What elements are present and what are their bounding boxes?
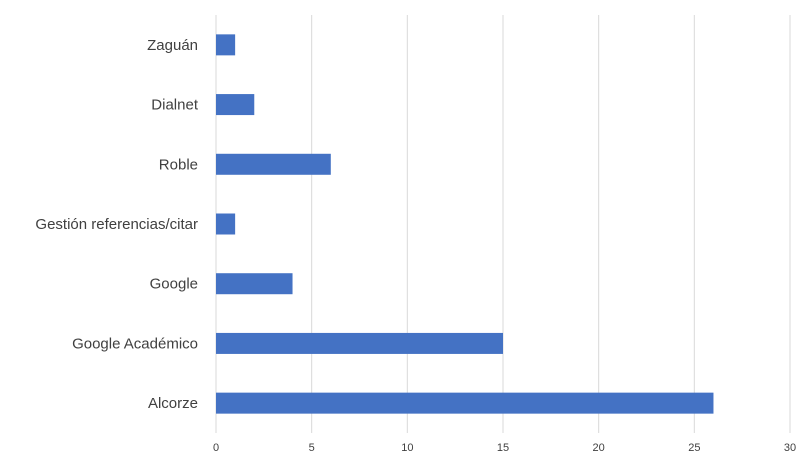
gridlines bbox=[215, 15, 791, 433]
x-tick-labels: 0 5 10 15 20 25 30 bbox=[213, 442, 796, 454]
x-tick-label: 10 bbox=[401, 442, 413, 454]
x-tick-label: 5 bbox=[309, 442, 315, 454]
category-label: Alcorze bbox=[148, 395, 198, 412]
bar bbox=[216, 273, 293, 295]
bar bbox=[216, 34, 236, 56]
category-label: Google Académico bbox=[72, 335, 198, 352]
bar bbox=[216, 392, 714, 414]
x-tick-label: 0 bbox=[213, 442, 219, 454]
bar bbox=[216, 94, 255, 116]
x-tick-label: 20 bbox=[593, 442, 605, 454]
bar bbox=[216, 332, 503, 354]
category-label: Zaguán bbox=[147, 37, 198, 54]
category-label: Dialnet bbox=[151, 97, 199, 114]
bar bbox=[216, 153, 331, 175]
category-label: Roble bbox=[159, 156, 198, 173]
x-tick-label: 25 bbox=[688, 442, 700, 454]
x-tick-label: 15 bbox=[497, 442, 509, 454]
category-labels: Alcorze Google Académico Google Gestión ref… bbox=[35, 37, 198, 412]
category-label: Gestión referencias/citar bbox=[35, 216, 198, 233]
bar bbox=[216, 213, 236, 235]
category-label: Google bbox=[150, 276, 198, 293]
bars bbox=[216, 34, 714, 414]
x-tick-label: 30 bbox=[784, 442, 796, 454]
